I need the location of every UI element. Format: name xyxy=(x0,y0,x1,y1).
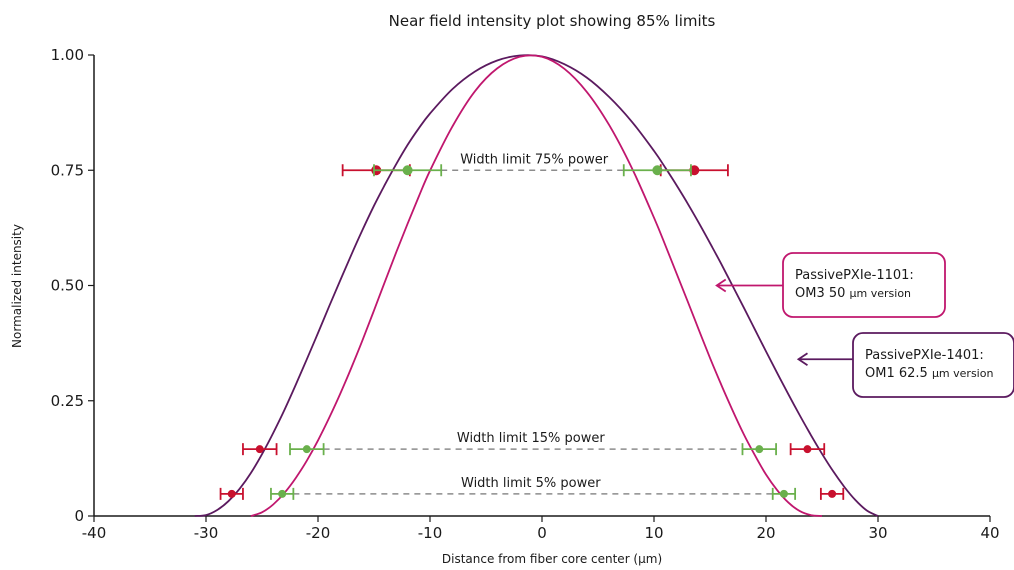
data-point xyxy=(227,489,236,498)
y-tick-label: 0 xyxy=(74,507,84,525)
x-tick-label: 30 xyxy=(868,524,887,542)
data-point xyxy=(828,489,837,498)
width-limit-label: Width limit 15% power xyxy=(457,431,605,446)
data-point xyxy=(255,445,264,454)
width-limit-label: Width limit 75% power xyxy=(460,152,608,167)
x-tick-label: 40 xyxy=(980,524,999,542)
x-tick-label: -20 xyxy=(306,524,331,542)
y-tick-label: 1.00 xyxy=(51,46,84,64)
callout-subtitle: OM1 62.5 µm version xyxy=(865,366,993,381)
data-point xyxy=(803,445,812,454)
width-limit-label-bg xyxy=(450,473,611,490)
callout-box xyxy=(782,252,946,318)
x-tick-label: 20 xyxy=(756,524,775,542)
y-tick-label: 0.75 xyxy=(51,161,84,179)
callout-box xyxy=(852,332,1014,398)
data-point xyxy=(402,165,413,176)
callout-subtitle: OM3 50 µm version xyxy=(795,286,911,301)
data-point xyxy=(652,165,663,176)
callout-arrow-head xyxy=(715,278,727,293)
x-tick-label: 0 xyxy=(537,524,547,542)
callout-title: PassivePXIe-1401: xyxy=(865,348,984,363)
y-tick-label: 0.25 xyxy=(51,392,84,410)
callout-arrow-head xyxy=(796,352,808,367)
data-point xyxy=(302,445,311,454)
x-tick-label: -40 xyxy=(82,524,107,542)
y-tick-label: 0.50 xyxy=(51,277,84,295)
data-point xyxy=(278,489,287,498)
data-point xyxy=(779,489,788,498)
callout-title: PassivePXIe-1101: xyxy=(795,268,914,283)
width-limit-label-bg xyxy=(447,429,615,446)
x-axis-label: Distance from fiber core center (µm) xyxy=(442,552,662,566)
x-tick-label: 10 xyxy=(644,524,663,542)
width-limit-label-bg xyxy=(450,150,618,167)
x-tick-label: -10 xyxy=(418,524,443,542)
x-tick-label: -30 xyxy=(194,524,219,542)
width-limit-label: Width limit 5% power xyxy=(461,476,601,491)
data-point xyxy=(755,445,764,454)
series-line-2 xyxy=(250,54,823,517)
y-axis-label: Normalized intensity xyxy=(10,224,24,348)
chart-title: Near field intensity plot showing 85% li… xyxy=(389,12,716,30)
